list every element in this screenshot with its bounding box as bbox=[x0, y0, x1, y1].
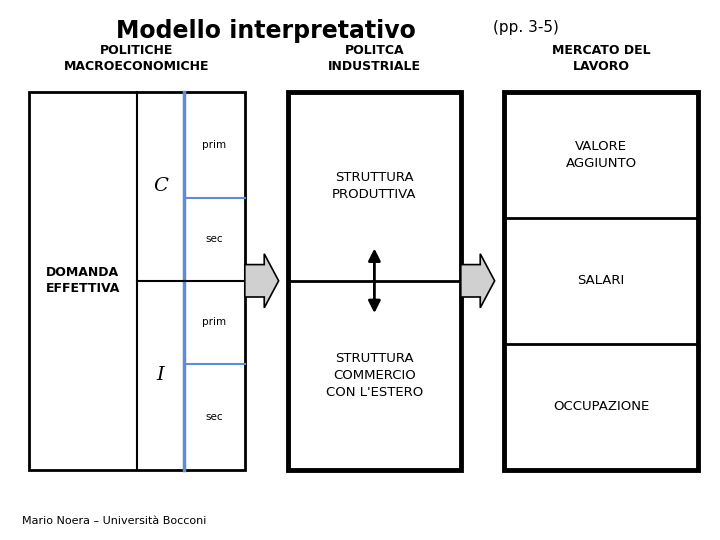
Bar bbox=[288, 92, 461, 470]
Text: STRUTTURA
COMMERCIO
CON L'ESTERO: STRUTTURA COMMERCIO CON L'ESTERO bbox=[325, 352, 423, 399]
Text: VALORE
AGGIUNTO: VALORE AGGIUNTO bbox=[566, 140, 636, 170]
Text: sec: sec bbox=[206, 234, 223, 244]
Text: POLITICHE
MACROECONOMICHE: POLITICHE MACROECONOMICHE bbox=[64, 44, 210, 73]
Bar bbox=[504, 92, 698, 470]
Text: prim: prim bbox=[202, 318, 227, 327]
Text: Modello interpretativo: Modello interpretativo bbox=[117, 19, 416, 43]
Text: POLITCA
INDUSTRIALE: POLITCA INDUSTRIALE bbox=[328, 44, 421, 73]
Text: MERCATO DEL
LAVORO: MERCATO DEL LAVORO bbox=[552, 44, 650, 73]
Text: (pp. 3-5): (pp. 3-5) bbox=[493, 20, 559, 35]
Text: Mario Noera – Università Bocconi: Mario Noera – Università Bocconi bbox=[22, 516, 206, 526]
Text: C: C bbox=[153, 177, 168, 195]
Text: SALARI: SALARI bbox=[577, 274, 625, 287]
Text: sec: sec bbox=[206, 412, 223, 422]
Polygon shape bbox=[461, 254, 495, 308]
Text: OCCUPAZIONE: OCCUPAZIONE bbox=[553, 400, 649, 413]
Text: STRUTTURA
PRODUTTIVA: STRUTTURA PRODUTTIVA bbox=[332, 171, 417, 201]
Text: prim: prim bbox=[202, 140, 227, 150]
Polygon shape bbox=[245, 254, 279, 308]
Text: I: I bbox=[157, 366, 164, 384]
Text: DOMANDA
EFFETTIVA: DOMANDA EFFETTIVA bbox=[45, 266, 120, 295]
Bar bbox=[29, 92, 245, 470]
